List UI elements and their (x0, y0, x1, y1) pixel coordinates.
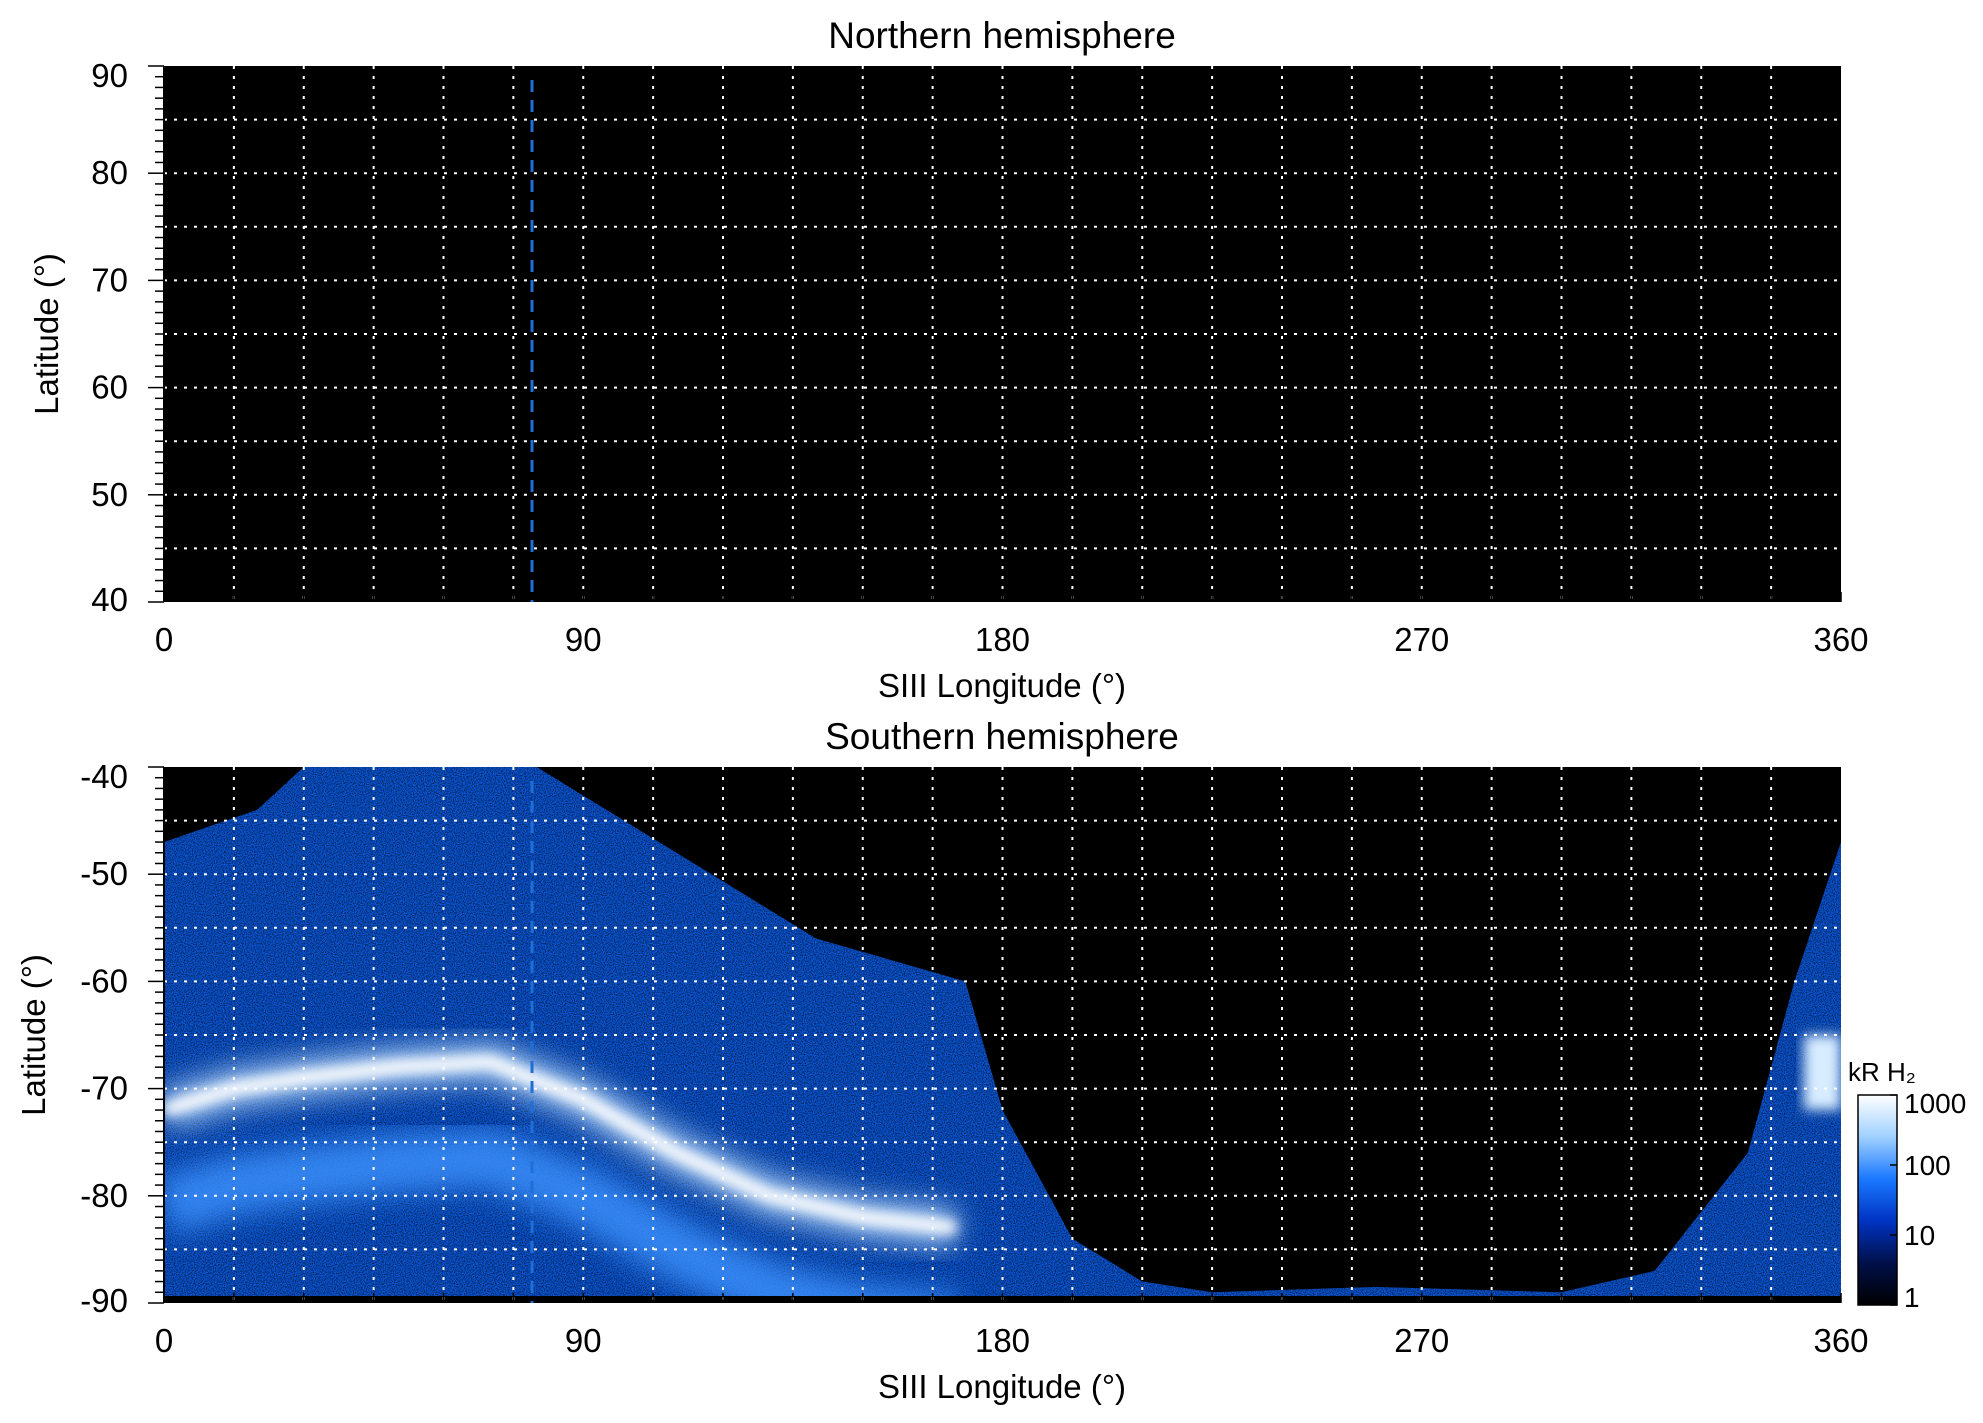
south-polar-glow (164, 1127, 960, 1303)
colorbar-label: kR H₂ (1848, 1057, 1916, 1087)
south-xlabel: SIII Longitude (°) (878, 1368, 1126, 1405)
x-tick-label: 270 (1394, 1322, 1449, 1359)
x-tick-label: 180 (975, 621, 1030, 658)
y-tick-label: -70 (80, 1070, 128, 1107)
south-panel: Southern hemisphere -40 -50 -60 -70 -80 -90 0 9… (15, 716, 1869, 1405)
y-tick-label: -80 (80, 1177, 128, 1214)
colorbar: kR H₂ 1000 100 10 1 (1848, 1057, 1966, 1313)
colorbar-tick-label: 100 (1904, 1150, 1951, 1181)
y-tick-label: -40 (80, 758, 128, 795)
south-title: Southern hemisphere (825, 716, 1179, 757)
y-tick-label: 90 (91, 57, 128, 94)
north-xlabel: SIII Longitude (°) (878, 667, 1126, 704)
north-title: Northern hemisphere (828, 15, 1176, 56)
north-panel: Northern hemisphere 40 50 60 70 80 90 0 90 180 27… (28, 15, 1869, 704)
y-tick-label: 70 (91, 261, 128, 298)
y-tick-label: 50 (91, 476, 128, 513)
y-tick-label: -60 (80, 962, 128, 999)
x-tick-label: 180 (975, 1322, 1030, 1359)
south-east-bright-region (1803, 1035, 1841, 1111)
north-ylabel: Latitude (°) (28, 253, 65, 415)
colorbar-gradient (1857, 1094, 1898, 1306)
x-tick-label: 360 (1813, 1322, 1868, 1359)
south-axes: -40 -50 -60 -70 -80 -90 0 90 180 270 360 (80, 758, 1868, 1359)
colorbar-tick-label: 1 (1904, 1282, 1920, 1313)
colorbar-tick-label: 1000 (1904, 1088, 1966, 1119)
x-tick-label: 270 (1394, 621, 1449, 658)
x-tick-label: 360 (1813, 621, 1868, 658)
y-tick-label: 40 (91, 581, 128, 618)
y-tick-label: -50 (80, 855, 128, 892)
north-plot-area (164, 66, 1841, 602)
colorbar-tick-label: 10 (1904, 1220, 1935, 1251)
x-tick-label: 0 (155, 1322, 173, 1359)
south-ylabel: Latitude (°) (15, 954, 52, 1116)
y-tick-label: 60 (91, 369, 128, 406)
x-tick-label: 90 (565, 621, 602, 658)
x-tick-label: 90 (565, 1322, 602, 1359)
y-tick-label: 80 (91, 154, 128, 191)
north-axes: 40 50 60 70 80 90 0 90 180 270 360 (91, 57, 1868, 658)
south-main-oval (164, 1054, 957, 1235)
colorbar-ticks: 1000 100 10 1 (1890, 1088, 1966, 1313)
y-tick-label: -90 (80, 1282, 128, 1319)
x-tick-label: 0 (155, 621, 173, 658)
